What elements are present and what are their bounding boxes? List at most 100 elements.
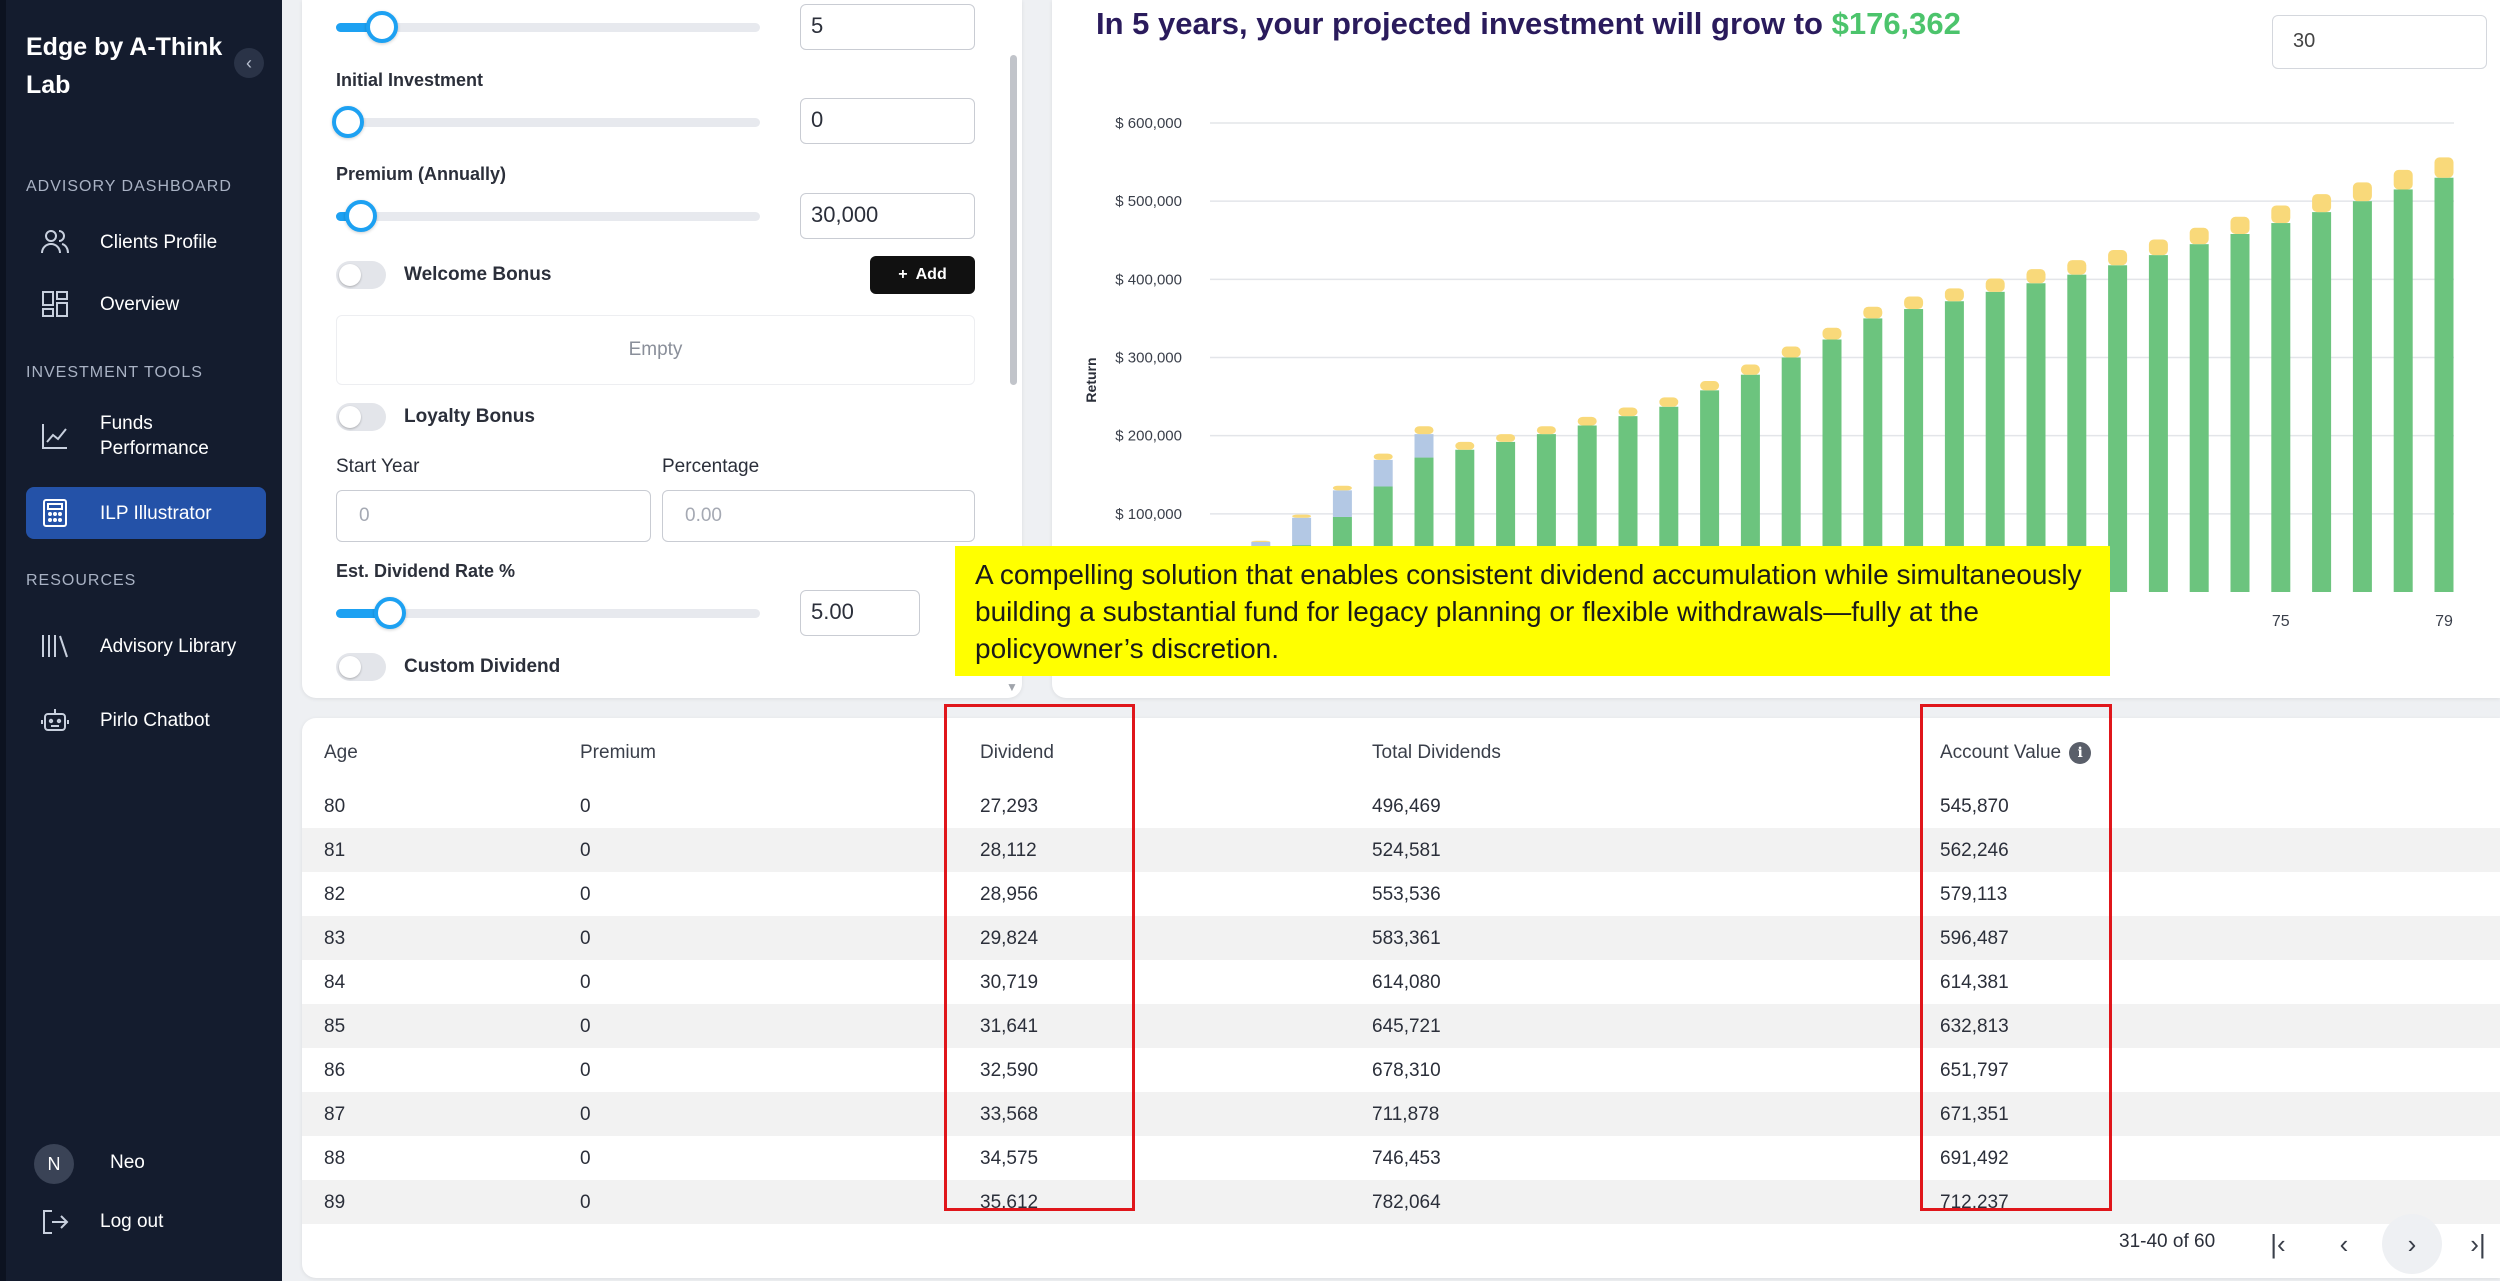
bar-dividend[interactable] [2108, 250, 2128, 266]
bar-dividend[interactable] [1985, 278, 2005, 292]
custom-dividend-toggle[interactable] [336, 653, 386, 681]
years-field[interactable]: 5 [800, 4, 975, 50]
bar-dividend[interactable] [2312, 194, 2332, 213]
add-button[interactable]: + Add [870, 256, 975, 294]
sidebar-item-funds-performance[interactable]: Funds Performance [26, 410, 266, 462]
bar-dividend[interactable] [2271, 205, 2291, 224]
bar-dividend[interactable] [1659, 397, 1679, 407]
previous-page-icon[interactable]: ‹ [2339, 1228, 2349, 1259]
bar-dividend[interactable] [1863, 306, 1883, 319]
bar-account-value[interactable] [2434, 177, 2454, 592]
bar-dividend[interactable] [2067, 260, 2087, 275]
premium-slider-thumb[interactable] [344, 200, 377, 232]
form-scrollbar[interactable] [1010, 55, 1017, 385]
start-year-input[interactable]: 0 [336, 490, 651, 542]
cell-dividend: 29,824 [980, 928, 1039, 949]
bar-account-value[interactable] [1740, 374, 1760, 592]
bar-dividend[interactable] [1577, 416, 1597, 426]
first-page-icon[interactable]: |‹ [2270, 1228, 2286, 1259]
column-header-total-dividends[interactable]: Total Dividends [1372, 742, 1501, 764]
bar-account-value[interactable] [2108, 265, 2128, 592]
bar-account-value[interactable] [1659, 406, 1679, 592]
sidebar-item-clients-profile[interactable]: Clients Profile [26, 216, 266, 268]
bar-account-value[interactable] [1985, 291, 2005, 592]
bar-account-value[interactable] [2271, 223, 2291, 592]
sidebar-item-ilp-illustrator[interactable]: ILP Illustrator [26, 487, 266, 539]
bar-dividend[interactable] [1536, 426, 1556, 435]
bar-dividend[interactable] [2393, 169, 2413, 190]
dividend-rate-slider-thumb[interactable] [374, 597, 407, 629]
slider-track[interactable] [336, 212, 760, 221]
chevron-left-icon[interactable]: ‹ [234, 48, 264, 78]
last-page-icon[interactable]: ›| [2470, 1228, 2486, 1259]
bar-dividend[interactable] [2352, 182, 2372, 202]
pagination-range: 31-40 of 60 [2119, 1231, 2216, 1252]
dividend-rate-field[interactable]: 5.00 [800, 590, 920, 636]
column-header-age[interactable]: Age [324, 742, 358, 764]
initial-investment-field[interactable]: 0 [800, 98, 975, 144]
initial-investment-slider-thumb[interactable] [332, 106, 364, 138]
bar-account-value[interactable] [2067, 274, 2087, 592]
bar-dividend[interactable] [1455, 441, 1475, 450]
slider-track[interactable] [336, 23, 760, 32]
bar-account-value[interactable] [1904, 309, 1924, 592]
sidebar-item-overview[interactable]: Overview [26, 278, 266, 330]
bar-account-value[interactable] [1863, 318, 1883, 592]
bar-account-value[interactable] [1781, 357, 1801, 593]
bar-gain[interactable] [1373, 459, 1393, 487]
bar-account-value[interactable] [1822, 339, 1842, 592]
percentage-input[interactable]: 0.00 [662, 490, 975, 542]
bar-account-value[interactable] [1944, 301, 1964, 592]
logout-button[interactable]: Log out [26, 1205, 163, 1239]
bar-dividend[interactable] [1781, 346, 1801, 358]
user-name[interactable]: Neo [110, 1152, 145, 1173]
bar-dividend[interactable] [1414, 426, 1434, 435]
bar-account-value[interactable] [2230, 233, 2250, 592]
bar-dividend[interactable] [1822, 327, 1842, 340]
bar-dividend[interactable] [1496, 434, 1516, 442]
bar-dividend[interactable] [2434, 157, 2454, 178]
bar-gain[interactable] [1414, 434, 1434, 458]
bar-dividend[interactable] [1740, 364, 1760, 375]
bar-account-value[interactable] [2026, 283, 2046, 592]
cell-total-dividends: 746,453 [1372, 1148, 1441, 1169]
bar-dividend[interactable] [1292, 514, 1312, 518]
bar-dividend[interactable] [1944, 288, 1964, 302]
bar-dividend[interactable] [1904, 296, 1924, 310]
projection-table: Age Premium Dividend Total Dividends Acc… [302, 718, 2500, 1278]
sidebar-item-advisory-library[interactable]: Advisory Library [26, 620, 266, 672]
bar-dividend[interactable] [1373, 453, 1393, 460]
bar-dividend[interactable] [1700, 380, 1720, 391]
bar-dividend[interactable] [1332, 485, 1352, 491]
column-header-premium[interactable]: Premium [580, 742, 656, 764]
chart-years-input[interactable]: 30 [2272, 15, 2487, 69]
bar-account-value[interactable] [2189, 244, 2209, 593]
avatar[interactable]: N [34, 1144, 74, 1184]
bar-account-value[interactable] [2312, 212, 2332, 593]
slider-track[interactable] [336, 609, 760, 618]
slider-thumb[interactable] [365, 11, 398, 43]
bar-gain[interactable] [1292, 517, 1312, 546]
bar-gain[interactable] [1332, 490, 1352, 517]
bar-account-value[interactable] [2148, 255, 2168, 592]
premium-field[interactable]: 30,000 [800, 193, 975, 239]
bar-dividend[interactable] [1251, 540, 1271, 542]
bar-account-value[interactable] [2352, 201, 2372, 592]
sidebar-item-pirlo-chatbot[interactable]: Pirlo Chatbot [26, 694, 266, 746]
column-header-dividend[interactable]: Dividend [980, 742, 1054, 764]
bar-dividend[interactable] [2230, 216, 2250, 234]
cell-dividend: 31,641 [980, 1016, 1039, 1037]
info-icon[interactable]: i [2069, 742, 2092, 764]
bar-account-value[interactable] [1700, 390, 1720, 592]
bar-dividend[interactable] [2189, 227, 2209, 245]
column-header-account-value[interactable]: Account Value i [1940, 742, 2092, 764]
scroll-down-icon[interactable]: ▼ [1006, 680, 1018, 694]
slider-track[interactable] [336, 118, 760, 127]
loyalty-bonus-toggle[interactable] [336, 403, 386, 431]
bar-dividend[interactable] [1618, 407, 1638, 417]
bar-dividend[interactable] [2026, 269, 2046, 284]
next-page-icon[interactable]: › [2382, 1214, 2442, 1274]
bar-dividend[interactable] [2148, 239, 2168, 256]
bar-account-value[interactable] [2393, 189, 2413, 593]
welcome-bonus-toggle[interactable] [336, 261, 386, 289]
